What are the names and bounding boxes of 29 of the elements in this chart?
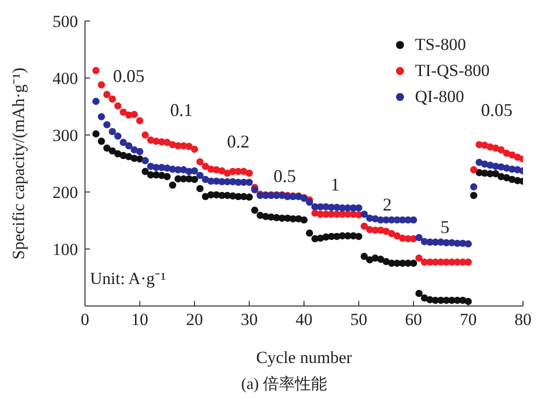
- x-axis-title: Cycle number: [256, 348, 352, 368]
- annotation: Unit: A·g⁻¹: [90, 268, 166, 288]
- legend-label: TI-QS-800: [415, 61, 490, 81]
- x-tick-label: 40: [296, 310, 312, 330]
- x-tick-label: 0: [80, 310, 90, 330]
- annotation: 0.1: [170, 100, 193, 120]
- x-tick-label: 10: [131, 310, 148, 330]
- x-tick-label: 80: [514, 310, 532, 330]
- x-tick-label: 70: [460, 310, 477, 330]
- y-axis-title: Specific capacity/(mAh·g⁻¹): [8, 68, 28, 260]
- annotation: 2: [382, 194, 392, 214]
- y-tick-label: 500: [52, 12, 78, 32]
- annotation: 5: [440, 217, 450, 238]
- x-tick-label: 60: [405, 310, 422, 330]
- x-tick-label: 30: [240, 310, 258, 330]
- y-tick-label: 300: [52, 126, 78, 146]
- legend-label: QI-800: [415, 87, 464, 107]
- annotation: 0.05: [113, 66, 145, 86]
- legend-label: TS-800: [415, 35, 466, 55]
- annotation: 1: [330, 174, 340, 194]
- annotation: 0.5: [273, 166, 296, 186]
- text: (a) 倍率性能: [241, 374, 327, 393]
- y-tick-label: 100: [52, 240, 78, 260]
- annotation: 0.2: [227, 132, 250, 152]
- x-tick-label: 50: [350, 310, 368, 330]
- y-tick-label: 400: [52, 69, 78, 88]
- x-tick-label: 20: [186, 310, 203, 330]
- y-tick-label: 200: [52, 183, 78, 202]
- annotation: 0.05: [480, 100, 512, 120]
